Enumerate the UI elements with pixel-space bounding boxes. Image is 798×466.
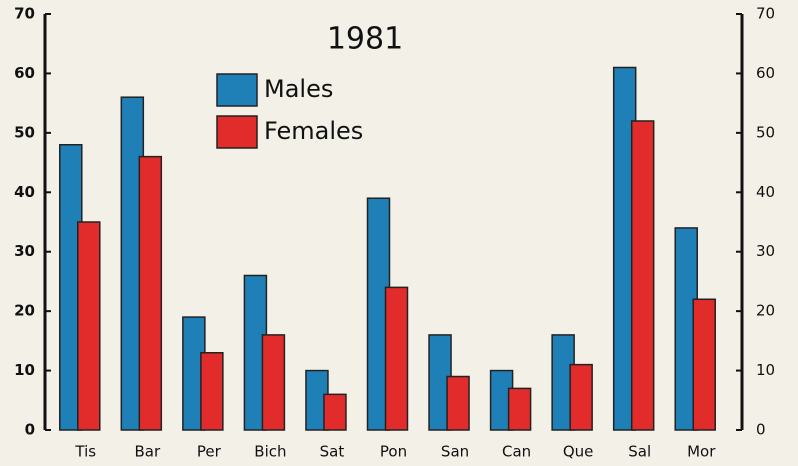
x-tick-label: Mor <box>687 443 716 461</box>
x-tick-label: Que <box>563 443 594 461</box>
y2-tick-label: 10 <box>756 361 775 379</box>
bar <box>446 375 470 431</box>
x-tick-label: Sat <box>320 443 345 461</box>
bar <box>692 298 716 431</box>
x-tick-label: Per <box>197 443 222 461</box>
y2-tick-label: 50 <box>756 123 775 141</box>
bar <box>569 363 593 431</box>
x-tick-label: Tis <box>74 443 96 461</box>
legend-label: Females <box>264 117 363 145</box>
y2-tick-label: 70 <box>756 5 775 23</box>
y2-tick-label: 60 <box>756 64 775 82</box>
bar <box>384 286 409 431</box>
y-tick-label: 50 <box>14 123 35 141</box>
y2-tick-label: 30 <box>756 242 775 260</box>
bar <box>630 120 655 431</box>
chart-title: 1981 <box>327 22 403 57</box>
y-tick-label: 60 <box>14 64 35 82</box>
y-tick-label: 10 <box>14 361 35 379</box>
y2-tick-label: 0 <box>756 421 766 439</box>
legend-label: Males <box>264 75 333 103</box>
bar <box>261 334 286 431</box>
y2-tick-label: 20 <box>756 302 775 320</box>
y-tick-label: 30 <box>14 242 35 260</box>
y-tick-label: 70 <box>14 5 35 23</box>
y-tick-label: 0 <box>25 421 35 439</box>
x-tick-label: Bar <box>134 443 160 461</box>
bar <box>323 393 347 431</box>
y2-tick-label: 40 <box>756 183 775 201</box>
x-tick-label: Can <box>502 443 531 461</box>
bar <box>77 221 101 431</box>
bar <box>507 387 532 431</box>
legend-swatch <box>216 73 258 107</box>
x-tick-label: Sal <box>628 443 651 461</box>
y-tick-label: 40 <box>14 183 35 201</box>
legend-swatch <box>216 115 258 149</box>
x-tick-label: Bich <box>254 443 286 461</box>
bar <box>138 155 163 431</box>
x-tick-label: Pon <box>380 443 407 461</box>
bar <box>200 351 224 431</box>
x-tick-label: San <box>441 443 469 461</box>
y-tick-label: 20 <box>14 302 35 320</box>
